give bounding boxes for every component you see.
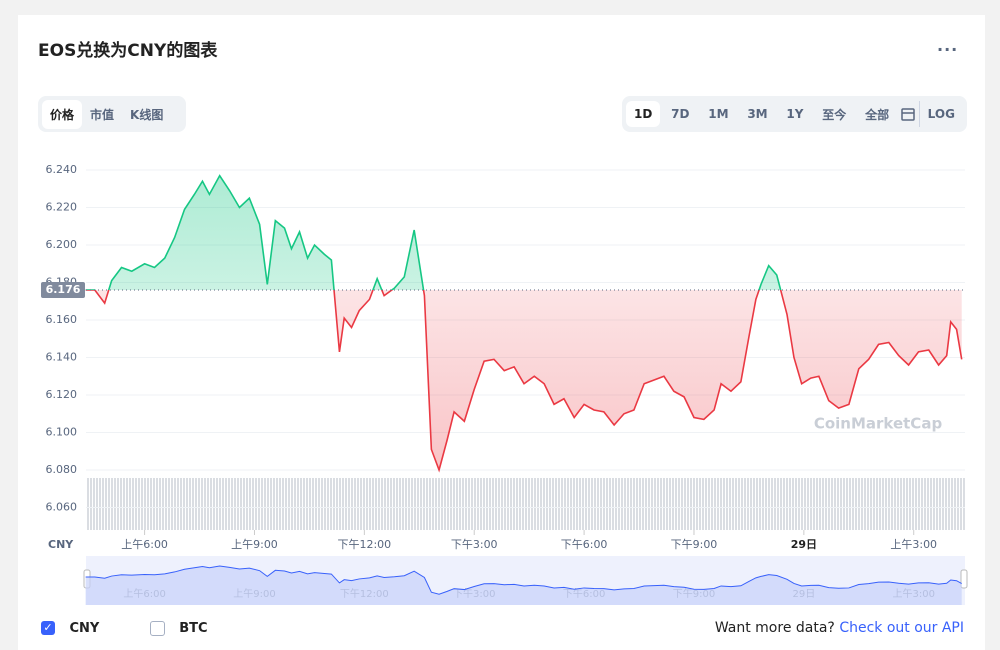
api-link[interactable]: Check out our API [839,620,964,636]
y-tick-label: 6.140 [46,351,78,364]
y-tick-label: 6.220 [46,201,78,214]
y-tick-label: 6.080 [46,463,78,476]
legend-label: BTC [179,621,208,636]
y-tick-label: 6.200 [46,238,78,251]
range[interactable]: 7D [671,107,690,121]
footer: Want more data? Check out our API [715,620,964,636]
range[interactable]: 至今 [822,107,847,122]
area-up [85,175,962,290]
legend: ✓ CNY BTC [41,620,208,636]
x-tick-label: 下午12:00 [337,538,391,551]
checkbox-checked[interactable]: ✓ [41,621,55,635]
range[interactable]: LOG [918,101,963,127]
x-tick-label: 上午6:00 [121,538,168,551]
x-tick-label: 上午3:00 [890,538,937,551]
watermark: CoinMarketCap [814,415,943,433]
y-axis-label: CNY [48,538,74,551]
range[interactable]: 全部 [865,107,890,122]
x-tick-label: 上午9:00 [231,538,278,551]
y-tick-label: 6.160 [46,313,78,326]
line-up [85,174,782,290]
y-tick-label: 6.240 [46,163,78,176]
range[interactable]: 1D [626,101,661,127]
x-tick-label: 下午3:00 [451,538,498,551]
x-tick-label: 下午6:00 [561,538,608,551]
checkbox[interactable] [149,620,165,636]
range[interactable]: 1M [708,107,729,121]
range[interactable]: 1Y [786,107,804,121]
x-tick-label: 29日 [791,538,817,551]
nav-area [85,565,962,605]
title: EOS兑换为CNY的图表 [38,41,218,61]
range-group: 1D 7D 1M 3M 1Y 至今 全部 LOG [622,96,967,132]
more-menu[interactable]: ... [937,36,959,55]
tab[interactable]: 价格 [42,99,83,129]
legend-label: CNY [69,621,100,636]
volume-band [86,478,965,530]
baseline-tag [41,282,85,298]
footer-text: Want more data? [714,620,835,636]
nav-line [85,565,962,595]
y-tick-label: 6.120 [46,388,78,401]
x-tick-label: 下午9:00 [671,538,718,551]
tab[interactable]: 市值 [90,107,115,122]
y-tick-label: 6.060 [46,501,78,514]
baseline-label: 6.176 [46,283,81,296]
y-tick-label: 6.100 [46,426,78,439]
tab-group: 价格 市值 K线图 [38,96,186,132]
tab[interactable]: K线图 [130,107,164,122]
line-down [85,290,963,473]
calendar-icon[interactable] [900,106,916,122]
nav-handle[interactable] [960,569,968,589]
range[interactable]: 3M [747,107,768,121]
area-down [85,290,962,470]
